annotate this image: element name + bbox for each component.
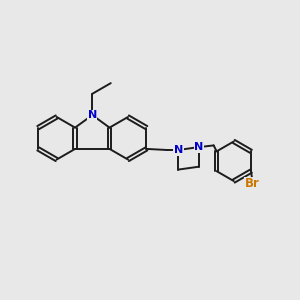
- Text: N: N: [88, 110, 97, 120]
- Text: N: N: [174, 145, 183, 155]
- Text: N: N: [194, 142, 203, 152]
- Text: Br: Br: [245, 177, 260, 190]
